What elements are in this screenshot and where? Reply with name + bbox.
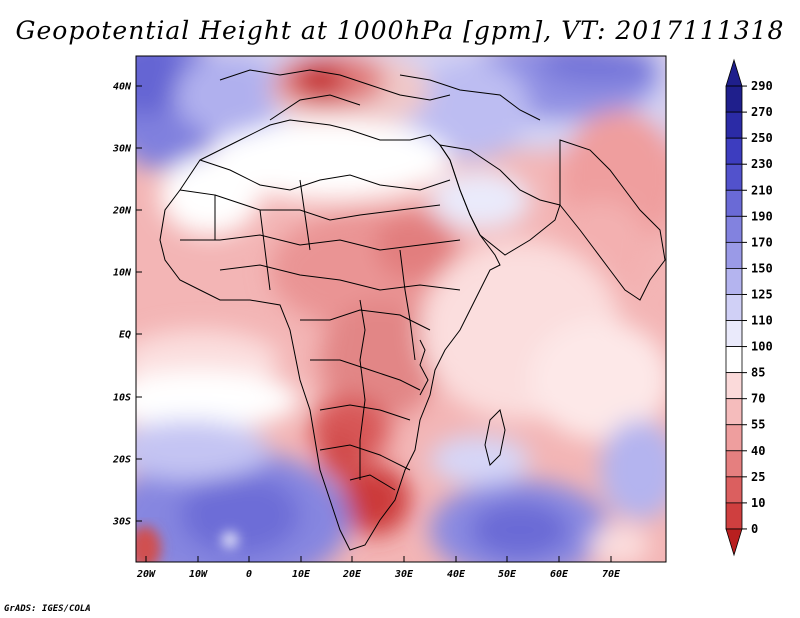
lat-label: 40N	[113, 82, 132, 93]
colorbar-label: 25	[751, 470, 765, 484]
colorbar-segment	[725, 424, 743, 452]
lon-label: 20E	[342, 569, 362, 580]
lon-label: 0	[246, 569, 252, 580]
colorbar-segment	[725, 85, 743, 113]
colorbar-segment	[725, 137, 743, 165]
colorbar-label: 270	[751, 105, 773, 119]
colorbar-segment	[725, 346, 743, 374]
colorbar-label: 290	[751, 79, 773, 93]
lon-label: 70E	[602, 569, 621, 580]
colorbar-segment	[725, 215, 743, 243]
lat-label: 30N	[112, 144, 132, 155]
colorbar-segment	[725, 163, 743, 191]
colorbar-label: 125	[751, 287, 773, 301]
plot-frame	[135, 55, 667, 563]
height-field	[136, 56, 666, 562]
lon-label: 50E	[498, 569, 517, 580]
colorbar-segment	[725, 502, 743, 530]
colorbar-bottom-arrow	[725, 528, 743, 557]
colorbar-label: 70	[751, 392, 765, 406]
colorbar-segment	[725, 476, 743, 504]
lat-label: EQ	[119, 330, 131, 341]
lon-label: 40E	[447, 569, 466, 580]
grads-credit: GrADS: IGES/COLA	[4, 604, 91, 614]
coastlines	[159, 69, 666, 551]
lon-label: 60E	[550, 569, 569, 580]
colorbar-label: 0	[751, 522, 758, 536]
colorbar-label: 55	[751, 418, 765, 432]
lat-label: 20N	[112, 206, 132, 217]
colorbar-segment	[725, 268, 743, 295]
colorbar-label: 40	[751, 444, 765, 458]
colorbar-top-arrow	[725, 58, 743, 87]
colorbar-segment	[725, 372, 743, 400]
lon-label: 30E	[394, 569, 414, 580]
lat-label: 10S	[113, 393, 131, 404]
lon-label: 20W	[136, 569, 156, 580]
latitude-axis: 40N 30N 20N 10N EQ 10S 20S 30S	[112, 82, 142, 528]
colorbar-label: 190	[751, 209, 773, 223]
lon-label: 10W	[189, 569, 208, 580]
lat-label: 20S	[112, 455, 131, 466]
colorbar: 2902702502302101901701501251101008570554…	[725, 58, 773, 557]
colorbar-label: 110	[751, 314, 773, 328]
colorbar-segment	[725, 189, 743, 217]
colorbar-label: 250	[751, 131, 773, 145]
chart-title: Geopotential Height at 1000hPa [gpm], VT…	[15, 16, 785, 45]
colorbar-segment	[725, 294, 743, 321]
colorbar-label: 230	[751, 157, 773, 171]
colorbar-label: 85	[751, 366, 765, 380]
colorbar-label: 170	[751, 235, 773, 249]
colorbar-segment	[725, 450, 743, 478]
lat-label: 30S	[112, 517, 131, 528]
lat-label: 10N	[113, 268, 132, 279]
colorbar-segment	[725, 398, 743, 426]
colorbar-segment	[725, 320, 743, 347]
colorbar-label: 210	[751, 183, 773, 197]
colorbar-label: 100	[751, 340, 773, 354]
colorbar-segment	[725, 241, 743, 269]
lon-label: 10E	[292, 569, 311, 580]
colorbar-label: 10	[751, 496, 765, 510]
colorbar-segment	[725, 111, 743, 139]
longitude-axis: 20W 10W 0 10E 20E 30E 40E 50E 60E 70E	[136, 556, 621, 580]
colorbar-label: 150	[751, 261, 773, 275]
